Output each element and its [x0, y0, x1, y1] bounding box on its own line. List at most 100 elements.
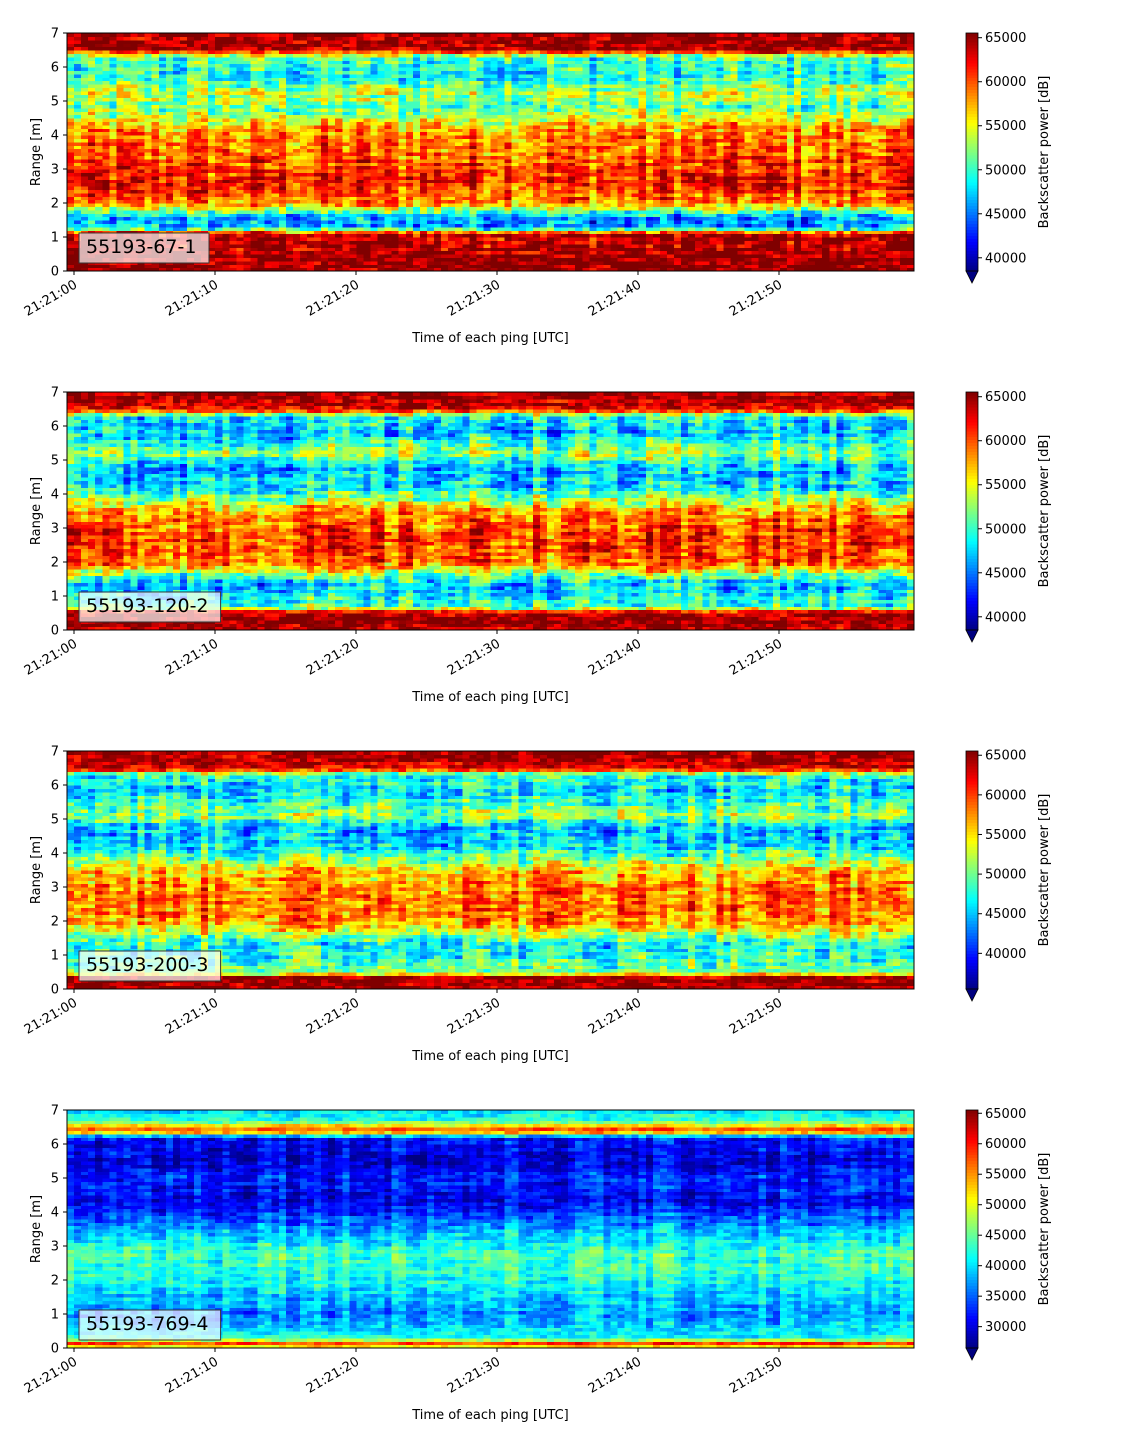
colorbar-tick-label: 45000 [985, 907, 1026, 922]
colorbar-extend-arrow [965, 629, 979, 643]
x-tick-label: 21:21:50 [727, 277, 785, 319]
x-tick-label: 21:21:20 [304, 636, 362, 678]
station-label: 55193-67-1 [78, 232, 210, 264]
echogram-panel-1: 0 1 2 3 4 5 6 7 Range [m] 21:21:00 21:21:10 21:21:2… [22, 27, 1052, 347]
colorbar-tick-label: 60000 [985, 75, 1026, 90]
y-axis-label: Range [m] [29, 118, 44, 186]
colorbar: 40000 45000 50000 55000 60000 65000 Backscatte… [965, 390, 1052, 643]
colorbar-tick-label: 50000 [985, 163, 1026, 178]
y-tick-label: 7 [51, 27, 59, 42]
station-label: 55193-200-3 [78, 950, 222, 982]
y-tick-label: 4 [51, 488, 59, 503]
x-tick-label: 21:21:10 [163, 277, 221, 319]
x-axis-label: Time of each ping [UTC] [411, 690, 569, 705]
colorbar-tick-label: 60000 [985, 788, 1026, 803]
x-tick-label: 21:21:30 [445, 1354, 503, 1396]
colorbar-extend-arrow [965, 988, 979, 1002]
station-label: 55193-120-2 [78, 591, 222, 623]
axes-frame [66, 32, 915, 272]
station-label-text: 55193-120-2 [86, 595, 209, 617]
y-tick-label: 2 [51, 1274, 59, 1289]
echogram-heatmap [67, 1110, 915, 1349]
x-tick-label: 21:21:30 [445, 277, 503, 319]
echogram-panel-4: 0 1 2 3 4 5 6 7 Range [m] 21:21:00 21:21:10 21:21:2… [22, 1104, 1052, 1424]
x-tick-label: 21:21:20 [304, 1354, 362, 1396]
y-tick-label: 6 [51, 1138, 59, 1153]
y-tick-label: 3 [51, 522, 59, 537]
x-axis-label: Time of each ping [UTC] [411, 1049, 569, 1064]
y-tick-label: 0 [51, 983, 59, 998]
colorbar-tick-label: 55000 [985, 828, 1026, 843]
colorbar: 40000 45000 50000 55000 60000 65000 Backscatte… [965, 31, 1052, 284]
colorbar-tick-label: 40000 [985, 251, 1026, 266]
colorbar-label: Backscatter power [dB] [1037, 1153, 1052, 1306]
y-tick-label: 6 [51, 61, 59, 76]
x-tick-label: 21:21:40 [586, 636, 644, 678]
x-axis-label: Time of each ping [UTC] [411, 1408, 569, 1423]
station-label: 55193-769-4 [78, 1309, 222, 1341]
axes-frame [66, 1109, 915, 1349]
colorbar-tick-label: 30000 [985, 1320, 1026, 1335]
colorbar-tick-label: 45000 [985, 1229, 1026, 1244]
x-tick-label: 21:21:50 [727, 995, 785, 1037]
colorbar-tick-label: 45000 [985, 207, 1026, 222]
colorbar-tick-label: 40000 [985, 947, 1026, 962]
y-tick-label: 6 [51, 779, 59, 794]
colorbar-tick-label: 35000 [985, 1290, 1026, 1305]
colorbar-tick-label: 65000 [985, 31, 1026, 46]
y-tick-label: 4 [51, 129, 59, 144]
x-tick-label: 21:21:00 [22, 277, 80, 319]
y-tick-label: 3 [51, 881, 59, 896]
colorbar-label: Backscatter power [dB] [1037, 76, 1052, 229]
x-tick-label: 21:21:30 [445, 995, 503, 1037]
colorbar-tick-label: 40000 [985, 1259, 1026, 1274]
colorbar-label: Backscatter power [dB] [1037, 435, 1052, 588]
x-tick-label: 21:21:50 [727, 636, 785, 678]
colorbar-tick-label: 40000 [985, 610, 1026, 625]
colorbar-tick-label: 55000 [985, 119, 1026, 134]
y-tick-label: 7 [51, 1104, 59, 1119]
colorbar-tick-label: 55000 [985, 478, 1026, 493]
y-tick-label: 3 [51, 163, 59, 178]
y-tick-label: 4 [51, 847, 59, 862]
x-tick-label: 21:21:10 [163, 636, 221, 678]
x-tick-label: 21:21:40 [586, 277, 644, 319]
y-tick-label: 5 [51, 1172, 59, 1187]
y-tick-label: 5 [51, 95, 59, 110]
y-tick-label: 3 [51, 1240, 59, 1255]
x-tick-label: 21:21:20 [304, 995, 362, 1037]
station-label-text: 55193-67-1 [86, 236, 196, 258]
colorbar: 40000 45000 50000 55000 60000 65000 Backscatte… [965, 749, 1052, 1002]
colorbar-extend-arrow [965, 1347, 979, 1361]
echogram-heatmap [67, 751, 915, 990]
x-tick-label: 21:21:40 [586, 995, 644, 1037]
station-label-text: 55193-769-4 [86, 1313, 209, 1335]
y-tick-label: 7 [51, 745, 59, 760]
colorbar-tick-label: 50000 [985, 868, 1026, 883]
y-tick-label: 5 [51, 454, 59, 469]
x-axis-label: Time of each ping [UTC] [411, 331, 569, 346]
colorbar-label: Backscatter power [dB] [1037, 794, 1052, 947]
x-tick-label: 21:21:00 [22, 995, 80, 1037]
colorbar-tick-label: 50000 [985, 522, 1026, 537]
station-label-text: 55193-200-3 [86, 954, 209, 976]
colorbar-tick-label: 60000 [985, 434, 1026, 449]
colorbar-tick-label: 65000 [985, 749, 1026, 764]
echogram-panel-3: 0 1 2 3 4 5 6 7 Range [m] 21:21:00 21:21:10 21:21:2… [22, 745, 1052, 1065]
echogram-heatmap [67, 33, 915, 272]
axes-frame [66, 391, 915, 631]
colorbar-tick-label: 50000 [985, 1198, 1026, 1213]
colorbar-tick-label: 60000 [985, 1137, 1026, 1152]
y-tick-label: 7 [51, 386, 59, 401]
y-axis-label: Range [m] [29, 836, 44, 904]
colorbar-extend-arrow [965, 270, 979, 284]
y-tick-label: 1 [51, 231, 59, 246]
y-tick-label: 1 [51, 590, 59, 605]
x-tick-label: 21:21:10 [163, 995, 221, 1037]
colorbar-tick-label: 55000 [985, 1168, 1026, 1183]
x-tick-label: 21:21:00 [22, 636, 80, 678]
x-tick-label: 21:21:00 [22, 1354, 80, 1396]
x-tick-label: 21:21:20 [304, 277, 362, 319]
y-tick-label: 0 [51, 265, 59, 280]
colorbar-tick-label: 65000 [985, 1107, 1026, 1122]
